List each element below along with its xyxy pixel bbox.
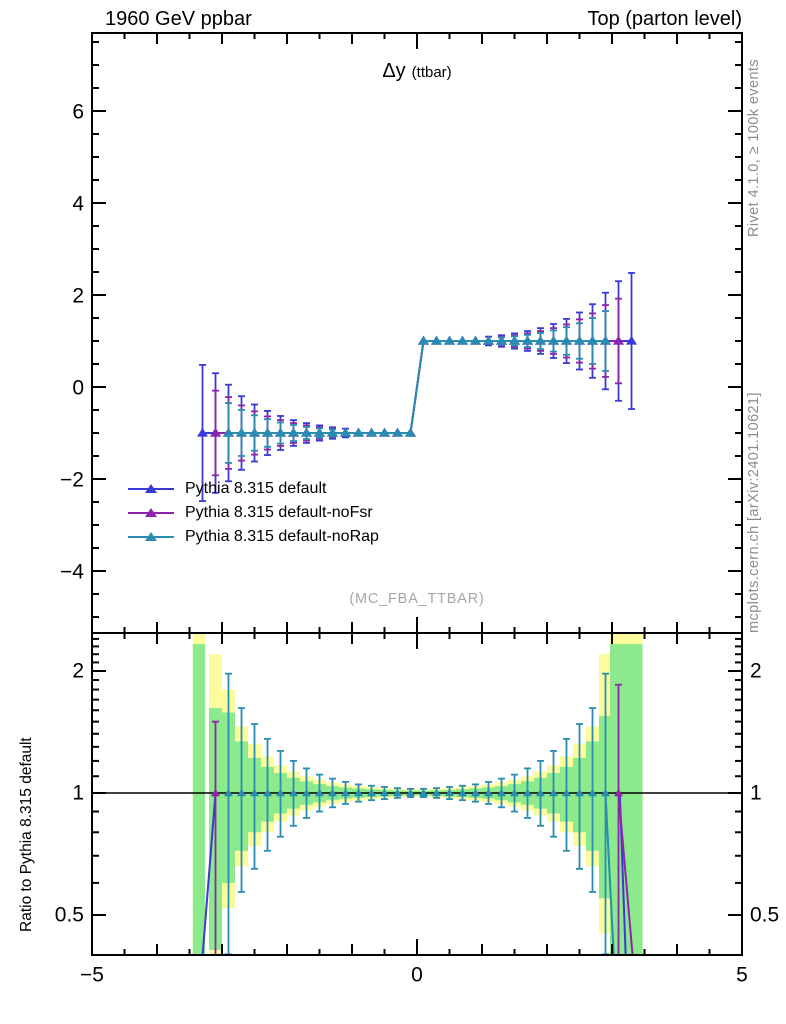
legend: Pythia 8.315 default Pythia 8.315 defaul… [126,477,379,549]
ratio-points-norap [224,672,610,955]
x-tick-label: −5 [80,963,104,987]
legend-item-norap: Pythia 8.315 default-noRap [126,525,379,549]
ratio-y-tick-label-left: 1 [72,781,84,805]
x-tick-label: 5 [736,963,748,987]
main-y-tick-label: −4 [60,560,84,584]
watermark: (MC_FBA_TTBAR) [349,591,485,607]
header-analysis-group: Top (parton level) [587,8,742,30]
legend-label-nofsr: Pythia 8.315 default-noFsr [185,504,373,521]
legend-item-nofsr: Pythia 8.315 default-noFsr [126,501,379,525]
ratio-y-tick-label-right: 0.5 [750,903,780,927]
ratio-y-tick-label-right: 1 [750,781,762,805]
rivet-version-label: Rivet 4.1.0, ≥ 100k events [746,59,762,237]
legend-label-default: Pythia 8.315 default [185,480,327,497]
ratio-points-nofsr [211,683,623,955]
main-plot-title: Δy (ttbar) [92,60,742,83]
header-beam-energy: 1960 GeV ppbar [105,8,252,30]
mcplots-credit-label: mcplots.cern.ch [arXiv:2401.10621] [746,392,762,633]
observable-subtitle: (ttbar) [411,64,452,81]
x-tick-label: 0 [411,963,423,987]
legend-marker-norap [128,532,174,541]
observable-title: Δy [382,60,406,82]
ratio-y-tick-label-left: 2 [72,659,84,683]
legend-label-norap: Pythia 8.315 default-noRap [185,528,379,545]
ratio-axis-label: Ratio to Pythia 8.315 default [18,737,35,932]
main-y-tick-label: 2 [72,284,84,308]
legend-item-default: Pythia 8.315 default [126,477,379,501]
main-y-tick-label: 6 [72,100,84,124]
main-series-2 [223,310,611,464]
main-y-tick-label: 0 [72,376,84,400]
ratio-y-tick-label-right: 2 [750,659,762,683]
legend-marker-default [128,484,174,493]
main-y-tick-label: −2 [60,468,84,492]
legend-marker-nofsr [128,508,174,517]
ratio-plot-frame [91,632,743,956]
ratio-y-tick-label-left: 0.5 [54,903,84,927]
ratio-edge-lines [201,792,634,955]
main-y-tick-label: 4 [72,192,84,216]
